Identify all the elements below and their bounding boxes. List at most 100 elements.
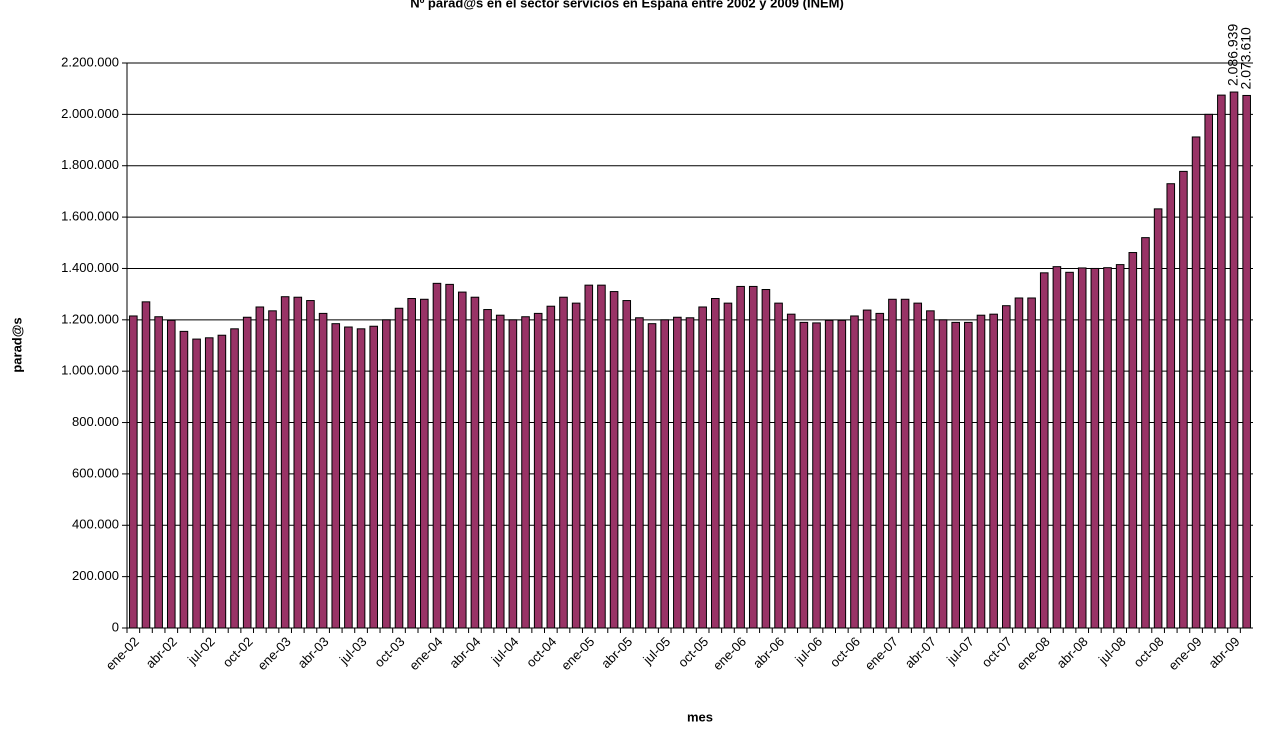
- bar: [445, 283, 454, 629]
- bar: [926, 310, 935, 629]
- y-tick-label: 200.000: [72, 568, 119, 583]
- bar: [280, 296, 290, 629]
- bar: [546, 305, 556, 629]
- bar: [1153, 208, 1163, 629]
- bar: [1229, 91, 1239, 629]
- bar: [217, 334, 227, 629]
- bar: [850, 315, 859, 629]
- y-axis-title: parad@s: [9, 317, 24, 372]
- bar: [635, 317, 644, 629]
- y-tick-label: 1.600.000: [61, 209, 119, 224]
- bar: [862, 309, 872, 629]
- bar: [761, 289, 771, 629]
- bar: [837, 319, 847, 629]
- y-tick-label: 1.800.000: [61, 157, 119, 172]
- bar: [1242, 94, 1251, 629]
- bar: [584, 284, 594, 629]
- bar: [774, 302, 783, 629]
- y-tick-label: 600.000: [72, 465, 119, 480]
- x-tick-label: abr-05: [598, 634, 635, 671]
- value-label: 2.086.939: [1225, 24, 1241, 86]
- x-tick-label: ene-07: [862, 634, 901, 673]
- bar: [597, 284, 606, 629]
- bar: [711, 298, 720, 629]
- bar: [1027, 297, 1036, 629]
- bar: [989, 313, 998, 629]
- x-tick-label: oct-04: [523, 634, 559, 670]
- bar: [521, 316, 530, 629]
- bar: [660, 319, 669, 629]
- bar: [432, 282, 442, 629]
- bar: [1115, 264, 1125, 629]
- bar: [900, 298, 910, 629]
- bar: [736, 285, 745, 629]
- bar: [1077, 267, 1087, 629]
- bar: [1179, 170, 1188, 629]
- bar: [179, 330, 189, 629]
- bar: [318, 312, 328, 629]
- y-tick-label: 1.200.000: [61, 311, 119, 326]
- bar: [609, 291, 619, 629]
- x-tick-label: ene-04: [406, 634, 445, 673]
- bar: [129, 315, 138, 629]
- bar: [888, 298, 897, 629]
- bar: [799, 321, 809, 629]
- bar: [673, 316, 682, 629]
- x-tick-label: oct-06: [827, 634, 863, 670]
- bar: [824, 319, 834, 629]
- x-tick-label: abr-02: [143, 634, 180, 671]
- bar: [812, 322, 821, 629]
- bar: [508, 319, 518, 629]
- bar: [685, 317, 695, 629]
- bar: [1166, 183, 1176, 629]
- x-tick-label: abr-08: [1054, 634, 1091, 671]
- bar: [1014, 297, 1024, 629]
- bar: [204, 337, 214, 629]
- bar: [571, 302, 581, 629]
- bar: [166, 319, 176, 629]
- bar: [559, 296, 568, 629]
- bar: [293, 296, 303, 629]
- bar: [457, 291, 467, 629]
- bar: [268, 310, 277, 629]
- bar: [533, 312, 543, 629]
- bar: [1217, 94, 1226, 629]
- bar: [192, 338, 201, 629]
- bar: [647, 323, 657, 629]
- x-tick-label: oct-07: [979, 634, 1015, 670]
- bar: [407, 298, 416, 629]
- x-tick-label: jul-04: [488, 634, 522, 668]
- bar: [964, 321, 973, 629]
- x-tick-label: jul-02: [184, 634, 218, 668]
- bar: [242, 316, 252, 629]
- x-tick-label: oct-08: [1131, 634, 1167, 670]
- bar: [154, 316, 163, 629]
- bar: [230, 328, 239, 629]
- x-tick-label: ene-08: [1014, 634, 1053, 673]
- bar: [622, 300, 632, 629]
- x-tick-label: abr-03: [294, 634, 331, 671]
- chart-title: Nº parad@s en el sector servicios en Esp…: [410, 0, 844, 10]
- bar: [382, 319, 391, 629]
- x-tick-label: jul-05: [639, 634, 673, 668]
- bar: [1039, 272, 1049, 629]
- x-tick-label: ene-05: [558, 634, 597, 673]
- y-tick-label: 1.400.000: [61, 260, 119, 275]
- x-tick-label: abr-04: [446, 634, 483, 671]
- y-tick-label: 2.000.000: [61, 106, 119, 121]
- value-label: 2.073.610: [1237, 27, 1253, 89]
- x-tick-label: abr-06: [750, 634, 787, 671]
- y-tick-label: 1.000.000: [61, 363, 119, 378]
- bar: [913, 302, 923, 629]
- x-tick-label: ene-03: [254, 634, 293, 673]
- bar: [875, 312, 885, 629]
- bar: [1001, 305, 1011, 629]
- bar: [394, 307, 404, 629]
- bar: [1103, 267, 1112, 629]
- x-tick-label: ene-02: [103, 634, 142, 673]
- bar: [1128, 252, 1138, 629]
- x-tick-label: jul-07: [943, 634, 977, 668]
- bar: [938, 319, 948, 629]
- bar: [748, 285, 758, 629]
- bar: [1065, 271, 1074, 629]
